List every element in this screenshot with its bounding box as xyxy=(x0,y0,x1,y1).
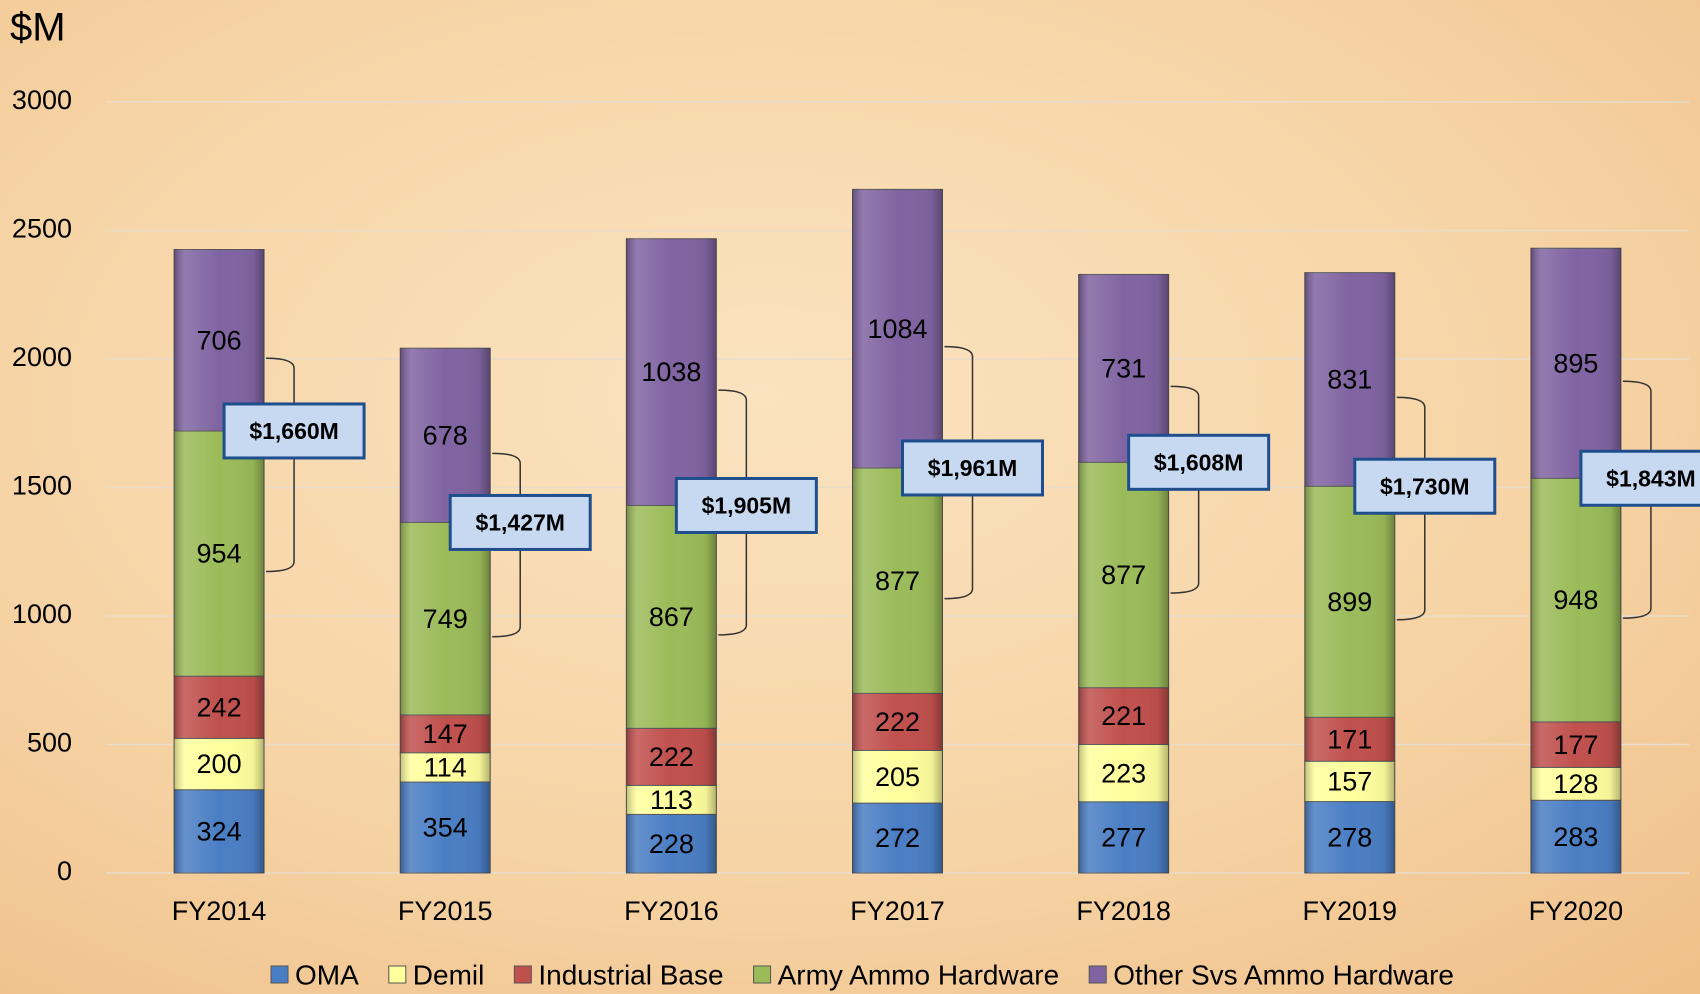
value-label: 283 xyxy=(1553,822,1598,852)
x-tick-label: FY2020 xyxy=(1529,896,1624,926)
y-tick-label: 0 xyxy=(57,856,72,886)
legend-label: Army Ammo Hardware xyxy=(778,959,1060,990)
value-label: 278 xyxy=(1327,822,1372,852)
value-label: 899 xyxy=(1327,587,1372,617)
annotation: $1,608M xyxy=(1154,449,1244,475)
annotation: $1,730M xyxy=(1380,473,1470,499)
x-tick-label: FY2016 xyxy=(624,896,719,926)
legend-swatch xyxy=(389,966,406,983)
y-tick-label: 3000 xyxy=(12,85,72,115)
annotation: $1,660M xyxy=(249,418,339,444)
x-tick-label: FY2019 xyxy=(1302,896,1397,926)
legend-swatch xyxy=(1089,966,1106,983)
annotation: $1,905M xyxy=(702,493,792,519)
value-label: 171 xyxy=(1327,724,1372,754)
y-tick-label: 2000 xyxy=(12,342,72,372)
value-label: 147 xyxy=(423,719,468,749)
legend-swatch xyxy=(754,966,771,983)
x-tick-label: FY2015 xyxy=(398,896,493,926)
legend-swatch xyxy=(271,966,288,983)
value-label: 678 xyxy=(423,420,468,450)
value-label: 354 xyxy=(423,813,468,843)
legend-label: OMA xyxy=(295,959,359,990)
value-label: 272 xyxy=(875,823,920,853)
value-label: 113 xyxy=(650,785,693,815)
y-tick-label: 500 xyxy=(27,728,72,758)
value-label: 1038 xyxy=(641,357,701,387)
x-tick-label: FY2017 xyxy=(850,896,945,926)
value-label: 706 xyxy=(197,325,242,355)
value-label: 222 xyxy=(875,707,920,737)
legend-swatch xyxy=(514,966,531,983)
value-label: 242 xyxy=(197,692,242,722)
value-label: 324 xyxy=(197,816,242,846)
x-tick-label: FY2014 xyxy=(172,896,267,926)
value-label: 200 xyxy=(197,749,242,779)
value-label: 731 xyxy=(1101,354,1146,384)
value-label: 114 xyxy=(424,752,467,782)
annotation: $1,427M xyxy=(475,510,565,536)
value-label: 877 xyxy=(875,566,920,596)
value-label: 228 xyxy=(649,829,694,859)
value-label: 867 xyxy=(649,602,694,632)
value-label: 954 xyxy=(197,539,242,569)
value-label: 205 xyxy=(875,762,920,792)
value-label: 877 xyxy=(1101,560,1146,590)
value-label: 223 xyxy=(1101,758,1146,788)
value-label: 277 xyxy=(1101,823,1146,853)
annotation: $1,843M xyxy=(1606,465,1696,491)
value-label: 895 xyxy=(1553,348,1598,378)
value-label: 831 xyxy=(1327,365,1372,395)
value-label: 948 xyxy=(1553,585,1598,615)
page: {"chart_data": { "type": "bar", "stacked… xyxy=(0,0,1700,994)
chart: $M 0 500 1000 1500 2000 2500 3000 FY2014 324 200 2… xyxy=(0,0,1700,994)
y-tick-label: 2500 xyxy=(12,214,72,244)
value-label: 128 xyxy=(1553,769,1598,799)
y-axis-label: $M xyxy=(10,6,66,50)
y-tick-label: 1000 xyxy=(12,599,72,629)
legend-label: Industrial Base xyxy=(538,959,723,990)
x-tick-label: FY2018 xyxy=(1076,896,1171,926)
value-label: 222 xyxy=(649,742,694,772)
legend-label: Other Svs Ammo Hardware xyxy=(1113,959,1454,990)
annotation: $1,961M xyxy=(928,455,1018,481)
value-label: 177 xyxy=(1553,730,1598,760)
y-tick-label: 1500 xyxy=(12,471,72,501)
value-label: 221 xyxy=(1101,701,1146,731)
legend-label: Demil xyxy=(413,959,485,990)
value-label: 157 xyxy=(1327,767,1372,797)
value-label: 749 xyxy=(423,604,468,634)
value-label: 1084 xyxy=(867,314,927,344)
legend: OMA Demil Industrial Base Army Ammo Hardwar… xyxy=(271,959,1454,990)
